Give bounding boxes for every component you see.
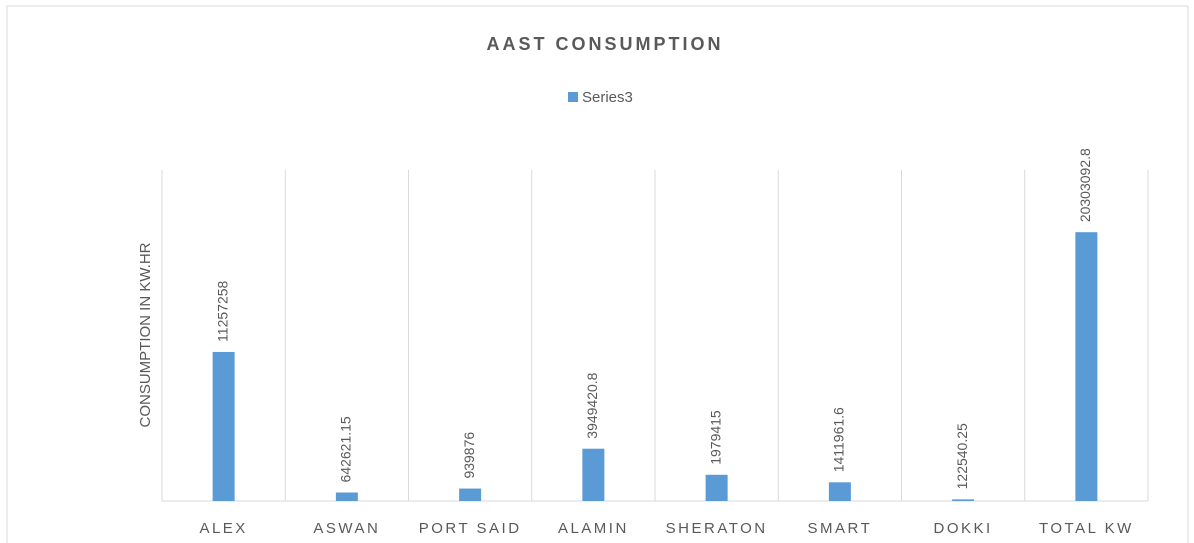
- legend-swatch: [568, 92, 578, 102]
- data-label: 939876: [461, 432, 477, 479]
- x-tick-label: PORT SAID: [419, 520, 522, 537]
- x-tick-label: ASWAN: [313, 520, 380, 537]
- bar: [459, 488, 482, 501]
- x-tick-label: TOTAL KW: [1039, 520, 1134, 537]
- bar: [705, 474, 728, 501]
- bar: [582, 448, 605, 501]
- x-tick-label: SMART: [808, 520, 873, 537]
- bar: [952, 499, 975, 501]
- bar: [1075, 232, 1098, 501]
- data-label: 122540.25: [954, 423, 970, 489]
- bar: [212, 351, 235, 501]
- bar: [335, 492, 358, 501]
- x-tick-label: ALEX: [199, 520, 247, 537]
- x-tick-label: SHERATON: [666, 520, 768, 537]
- data-label: 20303092.8: [1077, 148, 1093, 222]
- data-label: 1979415: [707, 410, 723, 465]
- bar: [828, 482, 851, 501]
- x-tick-label: DOKKI: [934, 520, 993, 537]
- data-label: 11257258: [214, 280, 230, 341]
- legend-label: Series3: [582, 89, 633, 106]
- data-label: 642621.15: [338, 416, 354, 482]
- chart-title: AAST CONSUMPTION: [487, 34, 724, 54]
- x-tick-label: ALAMIN: [558, 520, 629, 537]
- data-label: 3949420.8: [584, 372, 600, 438]
- y-axis-label: CONSUMPTION IN KW.HR: [137, 242, 154, 427]
- data-label: 1411961.6: [831, 407, 847, 472]
